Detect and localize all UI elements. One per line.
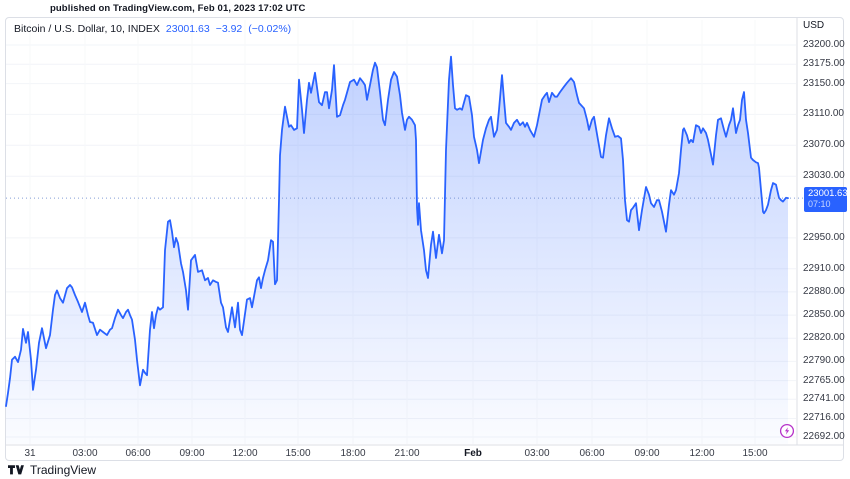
price-tick-label: 23150.00 bbox=[803, 78, 845, 89]
tradingview-attribution[interactable]: TradingView bbox=[8, 463, 96, 477]
price-tick-label: 23110.00 bbox=[803, 108, 844, 119]
flash-icon[interactable] bbox=[779, 423, 795, 439]
chart-legend: Bitcoin / U.S. Dollar, 10, INDEX 23001.6… bbox=[14, 23, 291, 35]
price-tick-label: 22790.00 bbox=[803, 355, 845, 366]
last-price: 23001.63 bbox=[165, 23, 210, 35]
current-price-value: 23001.63 bbox=[808, 188, 848, 199]
time-tick-label: 03:00 bbox=[72, 448, 98, 459]
time-tick-label: 12:00 bbox=[232, 448, 258, 459]
publish-banner: published on TradingView.com, Feb 01, 20… bbox=[50, 3, 306, 14]
current-price-badge: 23001.63 07:10 bbox=[804, 187, 848, 212]
time-tick-label: 15:00 bbox=[285, 448, 311, 459]
price-tick-label: 22820.00 bbox=[803, 332, 845, 343]
price-tick-label: 22880.00 bbox=[803, 286, 845, 297]
price-line bbox=[5, 55, 789, 407]
price-tick-label: 22850.00 bbox=[803, 309, 845, 320]
price-tick-label: 22950.00 bbox=[803, 232, 845, 243]
time-tick-label: 09:00 bbox=[179, 448, 205, 459]
time-tick-label: Feb bbox=[464, 448, 482, 459]
time-tick-label: 06:00 bbox=[579, 448, 605, 459]
price-tick-label: 22741.00 bbox=[803, 393, 845, 404]
bar-countdown-timer: 07:10 bbox=[808, 199, 831, 209]
time-tick-label: 06:00 bbox=[125, 448, 151, 459]
time-tick-label: 09:00 bbox=[634, 448, 660, 459]
tradingview-logo-icon bbox=[8, 465, 24, 475]
price-tick-label: 22910.00 bbox=[803, 263, 845, 274]
currency-label: USD bbox=[803, 20, 825, 31]
price-tick-label: 23200.00 bbox=[803, 39, 845, 50]
time-tick-label: 18:00 bbox=[340, 448, 366, 459]
price-tick-label: 23070.00 bbox=[803, 139, 845, 150]
price-tick-label: 23030.00 bbox=[803, 170, 845, 181]
time-tick-label: 21:00 bbox=[394, 448, 420, 459]
price-change-percent: (−0.02%) bbox=[248, 23, 292, 35]
time-tick-label: 12:00 bbox=[689, 448, 715, 459]
price-tick-label: 23175.00 bbox=[803, 58, 845, 69]
time-tick-label: 31 bbox=[24, 448, 36, 459]
tradingview-brand-text: TradingView bbox=[30, 463, 97, 477]
area-fill bbox=[6, 56, 788, 444]
price-tick-label: 22692.00 bbox=[803, 431, 845, 442]
time-tick-label: 03:00 bbox=[524, 448, 550, 459]
symbol-title: Bitcoin / U.S. Dollar, 10, INDEX bbox=[14, 23, 160, 35]
price-tick-label: 22765.00 bbox=[803, 375, 845, 386]
time-tick-label: 15:00 bbox=[742, 448, 768, 459]
price-tick-label: 22716.00 bbox=[803, 412, 845, 423]
price-change: −3.92 bbox=[215, 23, 243, 35]
